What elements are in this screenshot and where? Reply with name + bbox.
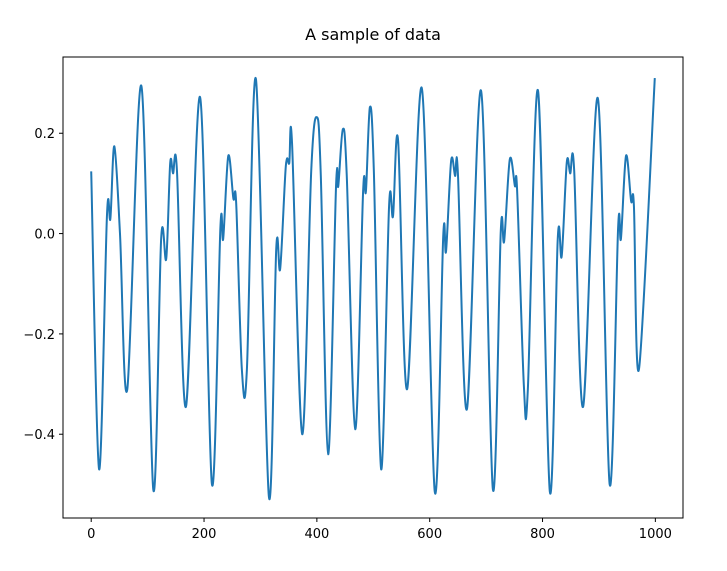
x-tick-label: 400 (304, 527, 329, 542)
y-tick-label: −0.4 (23, 428, 55, 443)
x-tick-label: 800 (530, 527, 555, 542)
plot-frame (62, 56, 684, 519)
line-series (90, 76, 656, 501)
y-tick-label: 0.0 (34, 228, 55, 243)
x-tick-label: 1000 (639, 527, 672, 542)
x-tick-label: 0 (87, 527, 95, 542)
chart-title: A sample of data (305, 25, 441, 44)
y-tick-label: 0.2 (34, 127, 55, 142)
y-tick-label: −0.2 (23, 328, 55, 343)
x-tick-label: 600 (417, 527, 442, 542)
x-tick-label: 200 (192, 527, 217, 542)
